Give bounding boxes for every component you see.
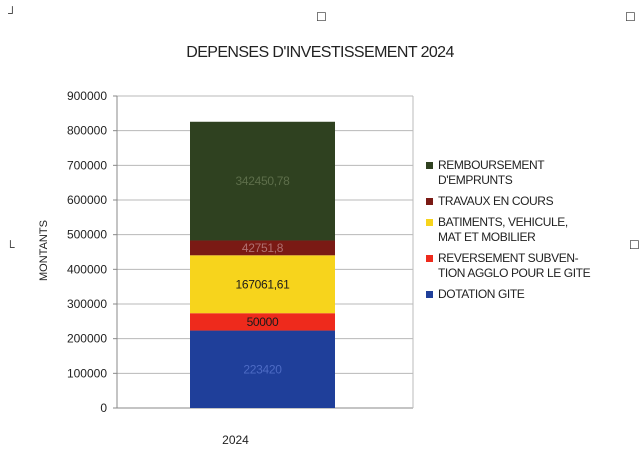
scan-box-mark: ☐	[629, 238, 640, 252]
legend-swatch	[426, 255, 433, 262]
legend-item: TRAVAUX EN COURS	[426, 194, 636, 209]
data-label: 50000	[247, 315, 279, 329]
legend-swatch	[426, 162, 433, 169]
legend-label: TRAVAUX EN COURS	[438, 194, 554, 208]
chart-title: DEPENSES D'INVESTISSEMENT 2024	[186, 44, 454, 61]
data-label: 223420	[243, 362, 282, 376]
legend-swatch	[426, 219, 433, 226]
legend-label: DOTATION GITE	[438, 287, 525, 301]
y-tick-label: 300000	[67, 297, 107, 311]
x-tick-label: 2024	[222, 433, 249, 447]
y-tick-label: 500000	[67, 228, 107, 242]
data-label: 42751,8	[242, 241, 284, 255]
y-tick-label: 400000	[67, 262, 107, 276]
y-tick-label: 900000	[67, 89, 107, 103]
scan-bracket-mark: └	[6, 240, 15, 254]
scan-box-mark: ☐	[316, 10, 327, 24]
y-tick-label: 0	[100, 401, 107, 415]
legend-item: REMBOURSEMENT D'EMPRUNTS	[426, 158, 636, 188]
bar-segment	[190, 313, 335, 331]
bar-segment	[190, 240, 335, 256]
chart-legend: REMBOURSEMENT D'EMPRUNTS TRAVAUX EN COURS…	[426, 158, 636, 308]
legend-label: REVERSEMENT SUBVEN- TION AGGLO POUR LE G…	[438, 251, 591, 280]
scan-box-mark: ☐	[625, 10, 636, 24]
bar-segment	[190, 121, 335, 241]
legend-swatch	[426, 198, 433, 205]
bar-segment	[190, 330, 335, 408]
y-tick-label: 600000	[67, 193, 107, 207]
legend-item: BATIMENTS, VEHICULE, MAT ET MOBILIER	[426, 215, 636, 245]
legend-item: REVERSEMENT SUBVEN- TION AGGLO POUR LE G…	[426, 251, 636, 281]
legend-label: REMBOURSEMENT D'EMPRUNTS	[438, 158, 545, 187]
y-tick-label: 700000	[67, 158, 107, 172]
legend-item: DOTATION GITE	[426, 287, 636, 302]
legend-swatch	[426, 291, 433, 298]
data-label: 342450,78	[235, 174, 290, 188]
data-label: 167061,61	[235, 277, 290, 291]
scan-corner-mark: ┘	[8, 6, 17, 20]
y-tick-label: 800000	[67, 124, 107, 138]
y-tick-label: 200000	[67, 332, 107, 346]
y-tick-label: 100000	[67, 366, 107, 380]
bar-segment	[190, 255, 335, 314]
legend-label: BATIMENTS, VEHICULE, MAT ET MOBILIER	[438, 215, 568, 244]
